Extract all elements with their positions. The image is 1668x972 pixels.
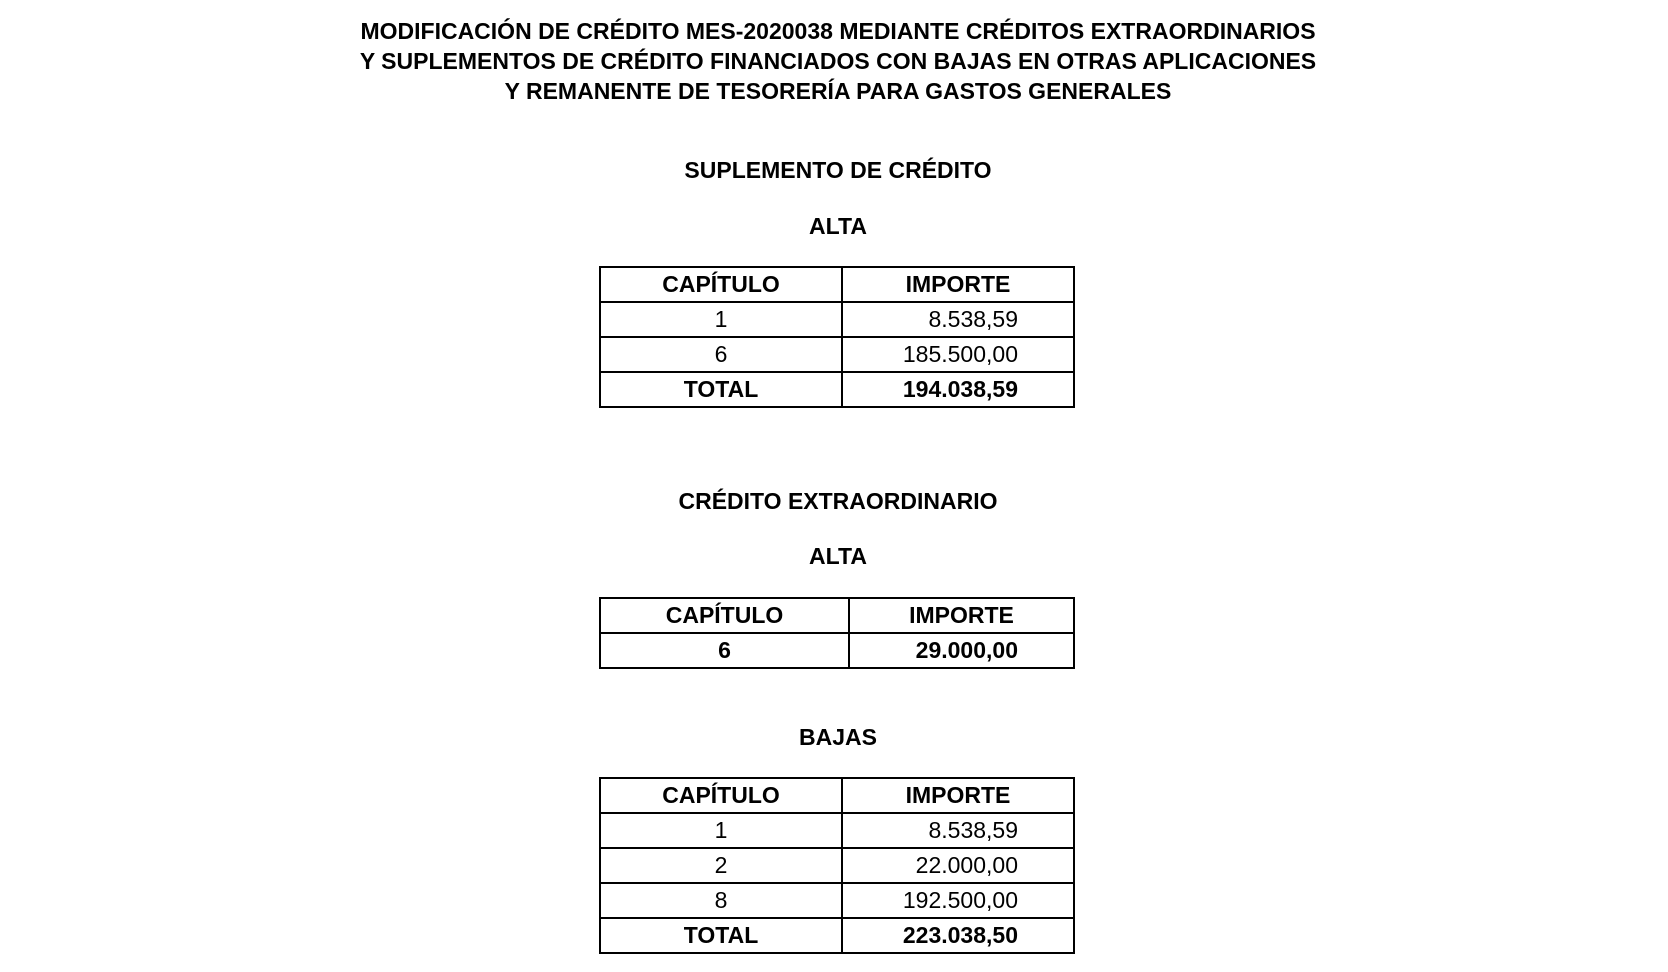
suplemento-alta-heading: ALTA xyxy=(809,213,867,239)
table-row: 6 185.500,00 xyxy=(599,336,1075,373)
column-header: IMPORTE xyxy=(841,266,1075,303)
importe-cell: 192.500,00 xyxy=(841,882,1075,919)
importe-cell: 29.000,00 xyxy=(848,632,1075,669)
extraordinario-alta-table: CAPÍTULO IMPORTE 6 29.000,00 xyxy=(599,597,1075,669)
bajas-table: CAPÍTULO IMPORTE 1 8.538,59 2 22.000,00 … xyxy=(599,777,1075,954)
total-row: TOTAL 223.038,50 xyxy=(599,917,1075,954)
capitulo-cell: 2 xyxy=(599,847,843,884)
extraordinario-heading: CRÉDITO EXTRAORDINARIO xyxy=(678,488,998,514)
bajas-heading: BAJAS xyxy=(799,724,877,750)
capitulo-cell: 6 xyxy=(599,632,850,669)
table-row: 1 8.538,59 xyxy=(599,812,1075,849)
total-row: TOTAL 194.038,59 xyxy=(599,371,1075,408)
document-title-line-3: Y REMANENTE DE TESORERÍA PARA GASTOS GEN… xyxy=(504,78,1172,104)
column-header: IMPORTE xyxy=(848,597,1075,634)
document-title-line-2: Y SUPLEMENTOS DE CRÉDITO FINANCIADOS CON… xyxy=(359,48,1317,74)
table-header-row: CAPÍTULO IMPORTE xyxy=(599,597,1075,634)
total-label: TOTAL xyxy=(599,917,843,954)
column-header: CAPÍTULO xyxy=(599,266,843,303)
column-header: CAPÍTULO xyxy=(599,597,850,634)
capitulo-cell: 1 xyxy=(599,812,843,849)
table-header-row: CAPÍTULO IMPORTE xyxy=(599,777,1075,814)
table-header-row: CAPÍTULO IMPORTE xyxy=(599,266,1075,303)
capitulo-cell: 8 xyxy=(599,882,843,919)
importe-cell: 185.500,00 xyxy=(841,336,1075,373)
table-row: 8 192.500,00 xyxy=(599,882,1075,919)
total-label: TOTAL xyxy=(599,371,843,408)
importe-cell: 8.538,59 xyxy=(841,301,1075,338)
total-value: 223.038,50 xyxy=(841,917,1075,954)
extraordinario-alta-heading: ALTA xyxy=(809,543,867,569)
suplemento-heading: SUPLEMENTO DE CRÉDITO xyxy=(684,157,992,183)
capitulo-cell: 6 xyxy=(599,336,843,373)
column-header: IMPORTE xyxy=(841,777,1075,814)
table-row: 6 29.000,00 xyxy=(599,632,1075,669)
document-title-line-1: MODIFICACIÓN DE CRÉDITO MES-2020038 MEDI… xyxy=(360,18,1316,44)
total-value: 194.038,59 xyxy=(841,371,1075,408)
importe-cell: 22.000,00 xyxy=(841,847,1075,884)
importe-cell: 8.538,59 xyxy=(841,812,1075,849)
table-row: 1 8.538,59 xyxy=(599,301,1075,338)
column-header: CAPÍTULO xyxy=(599,777,843,814)
suplemento-alta-table: CAPÍTULO IMPORTE 1 8.538,59 6 185.500,00… xyxy=(599,266,1075,408)
capitulo-cell: 1 xyxy=(599,301,843,338)
table-row: 2 22.000,00 xyxy=(599,847,1075,884)
